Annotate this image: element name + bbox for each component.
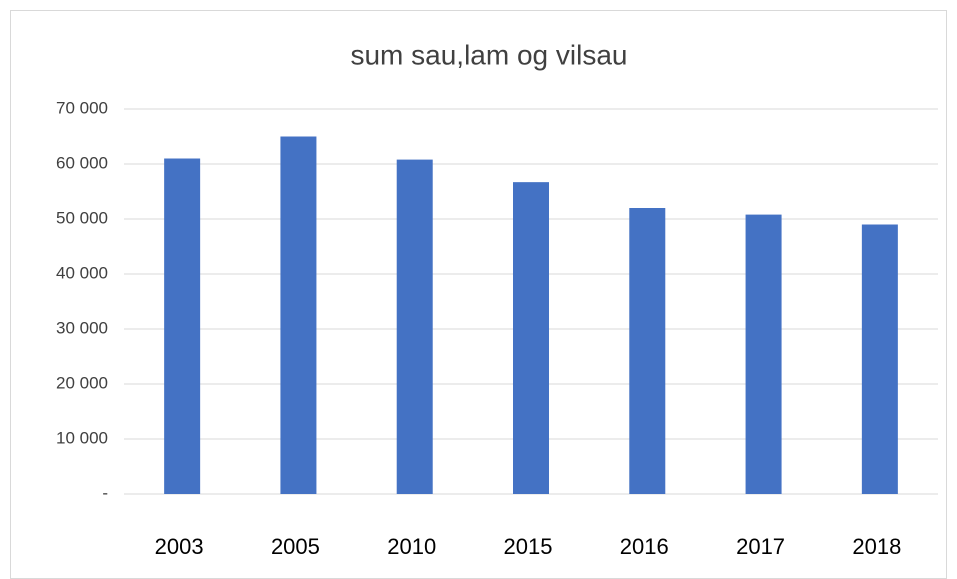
bar <box>164 158 201 494</box>
y-tick-label: 10 000 <box>56 428 108 447</box>
bar <box>745 214 782 494</box>
y-tick-label: 30 000 <box>56 318 108 337</box>
bar <box>629 208 666 494</box>
x-tick-label: 2005 <box>271 534 320 559</box>
x-tick-label: 2010 <box>387 534 436 559</box>
chart-frame <box>10 10 947 579</box>
y-tick-label: 60 000 <box>56 153 108 172</box>
x-tick-label: 2018 <box>852 534 901 559</box>
y-tick-label: 70 000 <box>56 98 108 117</box>
y-tick-label: 40 000 <box>56 263 108 282</box>
y-tick-label: 50 000 <box>56 208 108 227</box>
x-tick-label: 2003 <box>155 534 204 559</box>
x-tick-label: 2015 <box>504 534 553 559</box>
bar <box>280 136 317 494</box>
x-tick-label: 2016 <box>620 534 669 559</box>
y-tick-label: 20 000 <box>56 373 108 392</box>
bar <box>396 159 433 494</box>
x-tick-label: 2017 <box>736 534 785 559</box>
bar <box>513 182 549 494</box>
bar <box>861 224 898 494</box>
y-tick-label: - <box>102 483 108 502</box>
chart-title: sum sau,lam og vilsau <box>350 39 627 70</box>
